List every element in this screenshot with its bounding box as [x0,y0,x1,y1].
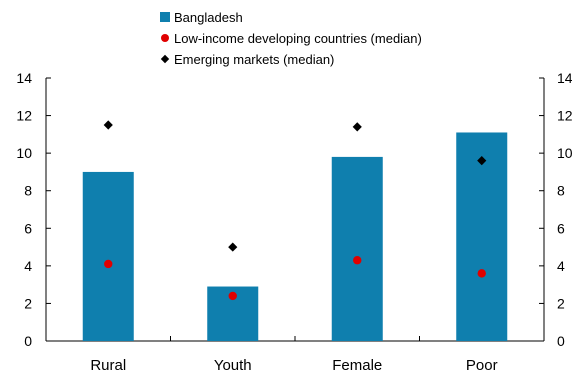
legend-label: Emerging markets (median) [174,52,334,67]
y-tick-label-right: 10 [557,145,572,161]
y-tick-label-left: 4 [24,258,32,274]
legend-swatch-circle [161,34,169,42]
y-tick-label-left: 2 [24,295,32,311]
y-tick-label-right: 6 [557,220,565,236]
marker-circle [104,259,113,269]
y-tick-label-left: 0 [24,333,32,349]
marker-circle [477,269,486,278]
y-tick-label-left: 10 [16,145,32,161]
bar [331,156,383,341]
y-tick-label-left: 14 [16,70,32,86]
bar [82,171,134,341]
legend-label: Low-income developing countries (median) [174,31,422,46]
marker-circle [228,291,237,301]
marker-circle [353,256,362,265]
marker-diamond [228,242,238,252]
marker-diamond [477,156,487,166]
category-labels: Rural Youth Female Poor [90,357,497,374]
y-tick-label-right: 0 [557,333,565,349]
markers [103,120,487,301]
y-tick-label-right: 4 [557,258,565,274]
y-tick-label-right: 2 [557,295,565,311]
legend-swatch-bar [160,12,170,22]
bars [82,132,508,341]
y-tick-label-left: 12 [16,108,32,124]
y-tick-label-right: 8 [557,183,565,199]
marker-diamond [352,122,362,132]
y-tick-label-right: 14 [557,70,572,86]
legend: Bangladesh Low-income developing countrie… [160,10,422,67]
category-label: Rural [90,357,126,374]
y-tick-label-right: 12 [557,108,572,124]
category-label: Youth [214,357,252,374]
bar [456,132,508,341]
y-tick-label-left: 8 [24,183,32,199]
marker-diamond [103,120,113,130]
legend-swatch-diamond [160,54,170,64]
category-label: Poor [466,357,498,374]
category-label: Female [332,357,382,374]
legend-label: Bangladesh [174,10,243,25]
y-tick-label-left: 6 [24,220,32,236]
